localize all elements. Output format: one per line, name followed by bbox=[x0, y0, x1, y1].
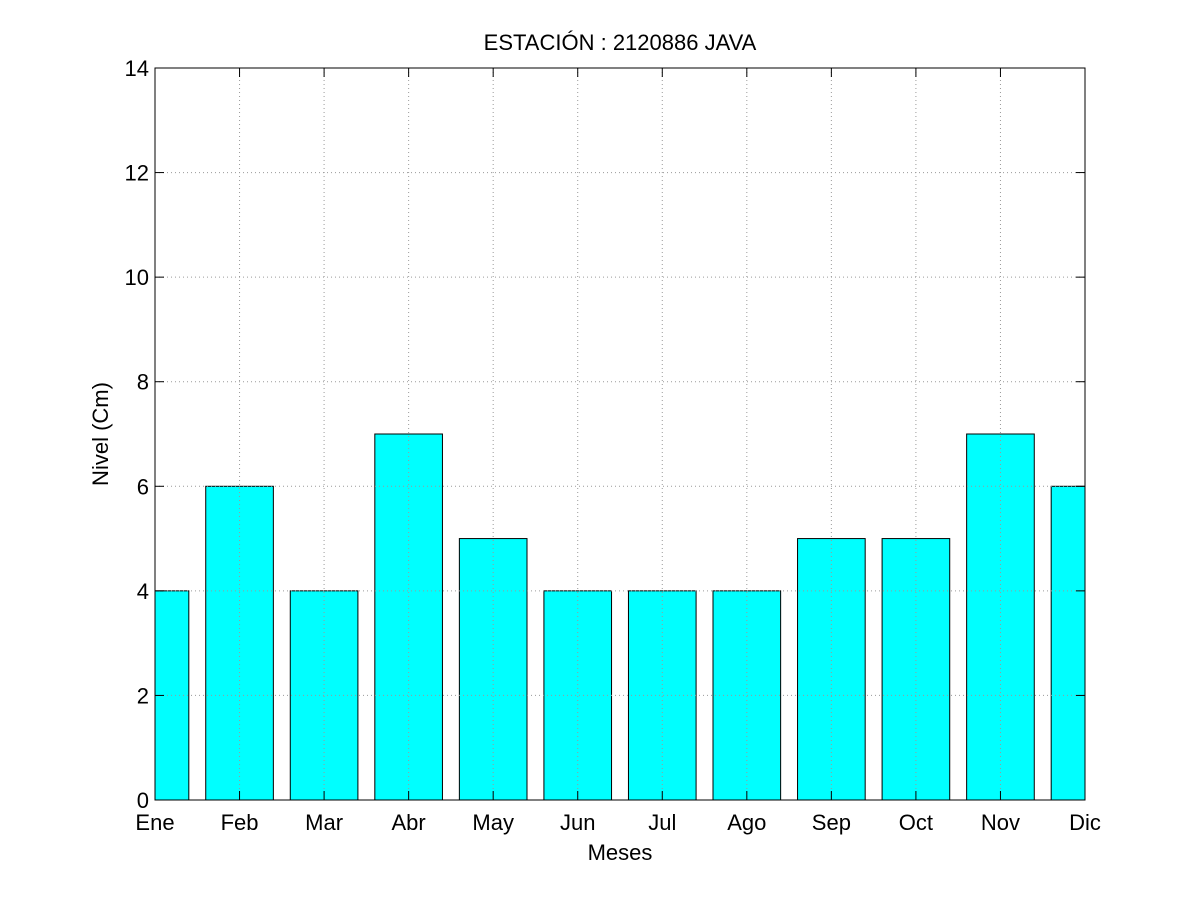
bar-ago bbox=[712, 590, 782, 800]
bar-mar bbox=[289, 590, 359, 800]
y-tick-label: 14 bbox=[125, 56, 149, 81]
x-tick-label-nov: Nov bbox=[981, 810, 1020, 835]
y-tick-label: 10 bbox=[125, 265, 149, 290]
y-axis-label: Nivel (Cm) bbox=[88, 382, 113, 486]
chart-title: ESTACIÓN : 2120886 JAVA bbox=[484, 30, 757, 55]
x-tick-label-sep: Sep bbox=[812, 810, 851, 835]
x-tick-label-abr: Abr bbox=[392, 810, 426, 835]
x-axis-label: Meses bbox=[588, 840, 653, 865]
x-tick-label-jun: Jun bbox=[560, 810, 595, 835]
y-tick-label: 12 bbox=[125, 161, 149, 186]
y-tick-label: 0 bbox=[137, 788, 149, 813]
x-tick-label-may: May bbox=[472, 810, 514, 835]
bar-dic bbox=[1050, 485, 1085, 800]
y-tick-label: 4 bbox=[137, 579, 149, 604]
axes-frame bbox=[154, 67, 1086, 801]
bar-feb bbox=[205, 485, 274, 800]
y-tick-label: 8 bbox=[137, 370, 149, 395]
y-tick-label: 2 bbox=[137, 683, 149, 708]
plot-area: 0 2 4 6 8 10 12 14 Ene Feb Mar Abr May Jun Jul Ago Sep Oc… bbox=[125, 56, 1101, 835]
y-tick-label: 6 bbox=[137, 474, 149, 499]
x-tick-label-oct: Oct bbox=[899, 810, 933, 835]
x-tick-label-mar: Mar bbox=[305, 810, 343, 835]
x-tick-label-dic: Dic bbox=[1069, 810, 1101, 835]
x-tick-label-jul: Jul bbox=[648, 810, 676, 835]
x-tick-label-ene: Ene bbox=[135, 810, 174, 835]
x-tick-label-ago: Ago bbox=[727, 810, 766, 835]
x-tick-label-feb: Feb bbox=[221, 810, 259, 835]
